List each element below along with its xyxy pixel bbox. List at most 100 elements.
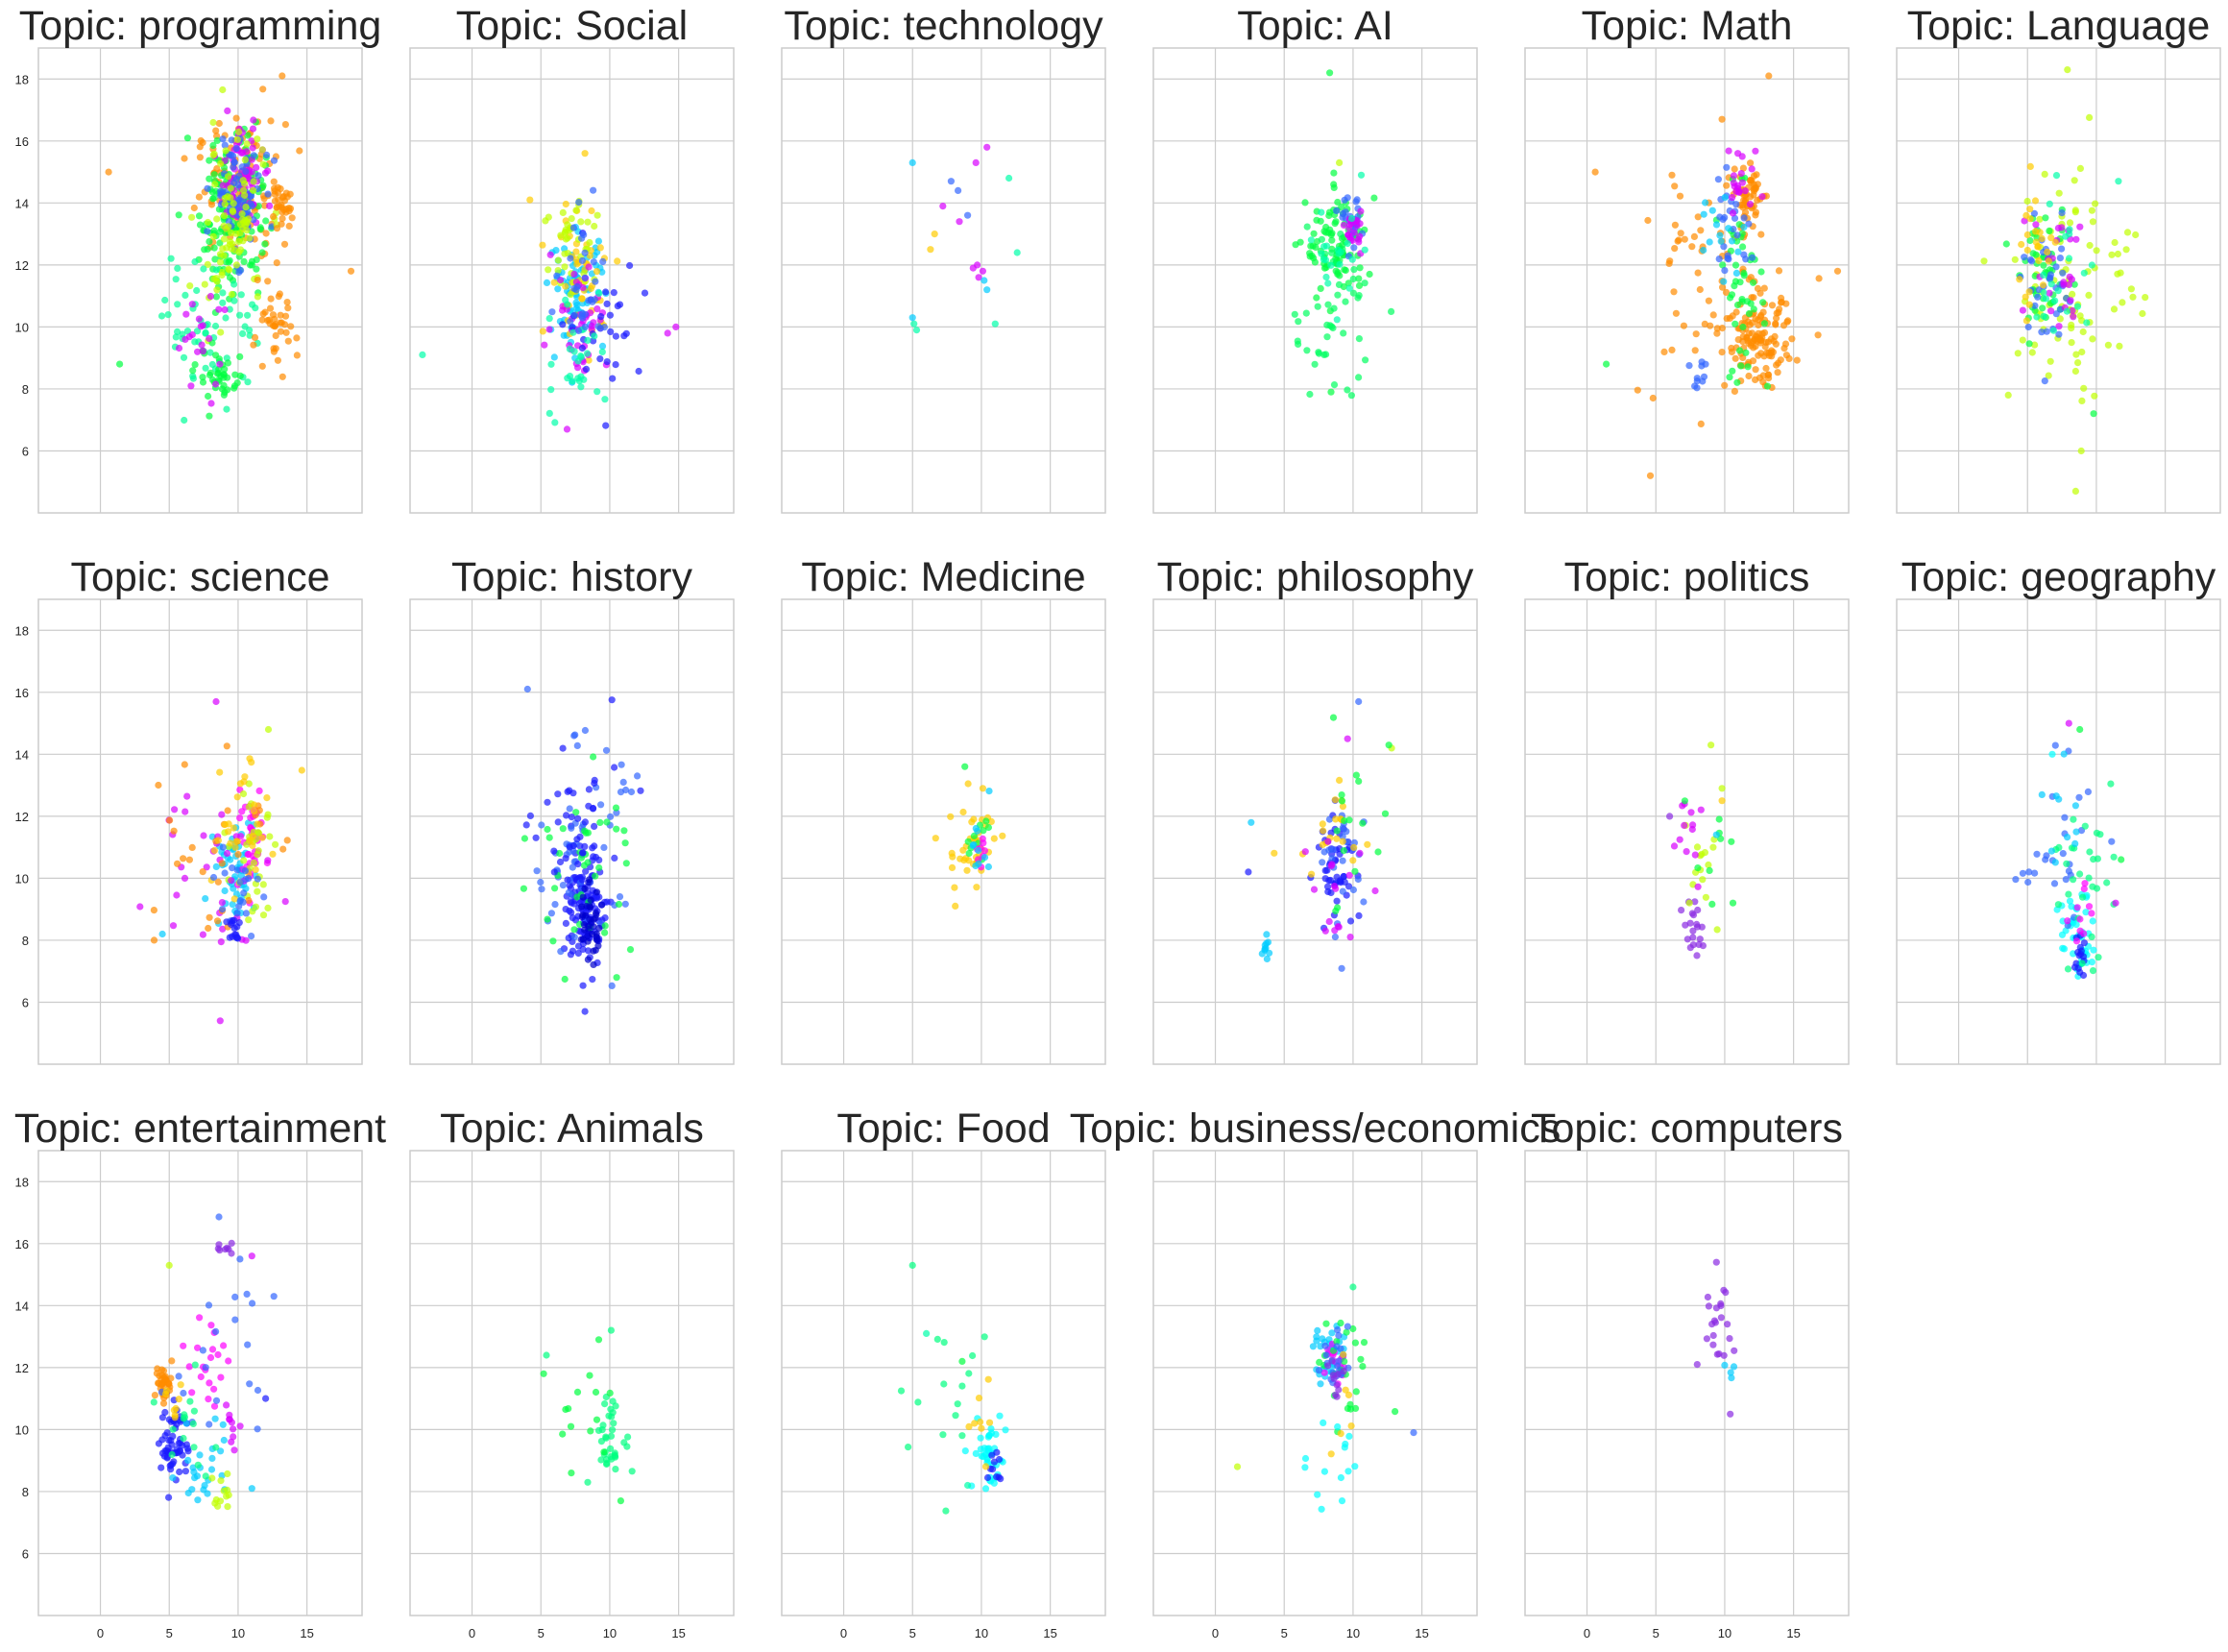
x-tick-label: 15 bbox=[1786, 1626, 1800, 1640]
scatter-point bbox=[1740, 223, 1748, 231]
scatter-point bbox=[578, 876, 586, 884]
scatter-point bbox=[1712, 831, 1720, 838]
scatter-point bbox=[244, 311, 252, 319]
scatter-point bbox=[1814, 331, 1822, 339]
panel-title: Topic: Medicine bbox=[801, 554, 1085, 600]
panel-title: Topic: programming bbox=[19, 3, 382, 49]
scatter-point bbox=[206, 175, 213, 182]
scatter-point bbox=[188, 843, 196, 852]
scatter-point bbox=[593, 888, 601, 896]
scatter-point bbox=[1337, 1473, 1344, 1482]
scatter-point bbox=[579, 893, 587, 901]
scatter-point bbox=[1740, 214, 1748, 222]
scatter-point bbox=[1345, 816, 1353, 824]
scatter-point bbox=[587, 1427, 594, 1435]
scatter-point bbox=[1681, 235, 1688, 243]
scatter-point bbox=[952, 1412, 959, 1420]
scatter-point bbox=[1331, 933, 1339, 941]
scatter-point bbox=[1325, 917, 1333, 926]
scatter-point bbox=[978, 1452, 985, 1460]
scatter-point bbox=[959, 808, 967, 816]
scatter-point bbox=[1349, 1283, 1357, 1291]
scatter-point bbox=[278, 220, 285, 228]
scatter-point bbox=[1355, 281, 1364, 289]
scatter-point bbox=[947, 178, 956, 185]
scatter-point bbox=[266, 833, 274, 840]
scatter-point bbox=[577, 218, 585, 226]
scatter-point bbox=[2041, 170, 2048, 178]
scatter-point bbox=[1773, 309, 1780, 317]
scatter-point bbox=[2129, 293, 2137, 301]
scatter-point bbox=[1750, 305, 1757, 313]
scatter-point bbox=[1730, 1363, 1738, 1371]
scatter-points bbox=[105, 72, 355, 425]
scatter-point bbox=[200, 832, 207, 839]
panel-title: Topic: entertainment bbox=[14, 1105, 386, 1152]
scatter-point bbox=[2090, 410, 2097, 418]
scatter-point bbox=[983, 1473, 992, 1482]
scatter-point bbox=[1328, 249, 1336, 256]
scatter-point bbox=[1717, 1314, 1725, 1322]
scatter-point bbox=[278, 214, 286, 223]
scatter-point bbox=[1324, 301, 1332, 308]
x-tick-label: 10 bbox=[1346, 1626, 1360, 1640]
scatter-point bbox=[2089, 335, 2096, 343]
scatter-point bbox=[1722, 288, 1731, 296]
scatter-point bbox=[244, 378, 252, 386]
scatter-point bbox=[180, 855, 187, 862]
scatter-point bbox=[590, 853, 597, 861]
scatter-point bbox=[197, 323, 205, 330]
scatter-point bbox=[598, 348, 606, 355]
scatter-point bbox=[169, 1432, 177, 1440]
scatter-point bbox=[533, 867, 541, 875]
scatter-point bbox=[250, 859, 258, 867]
scatter-point bbox=[948, 863, 957, 872]
scatter-point bbox=[1341, 1357, 1348, 1365]
scatter-point bbox=[232, 145, 240, 153]
scatter-point bbox=[2025, 868, 2033, 876]
scatter-point bbox=[985, 788, 993, 795]
scatter-point bbox=[1356, 264, 1364, 272]
scatter-point bbox=[270, 1293, 278, 1300]
scatter-point bbox=[2039, 304, 2046, 312]
scatter-point bbox=[586, 1372, 593, 1379]
scatter-point bbox=[908, 314, 916, 322]
scatter-point bbox=[1349, 857, 1357, 864]
scatter-point bbox=[2026, 236, 2034, 245]
scatter-point bbox=[547, 910, 556, 917]
scatter-point bbox=[2022, 211, 2030, 219]
scatter-point bbox=[1316, 1358, 1323, 1366]
scatter-point bbox=[1335, 1386, 1343, 1394]
panel-title: Topic: Language bbox=[1907, 3, 2211, 49]
scatter-point bbox=[591, 779, 598, 788]
scatter-point bbox=[1333, 206, 1341, 214]
scatter-point bbox=[199, 1347, 206, 1354]
scatter-point bbox=[210, 1385, 218, 1393]
scatter-point bbox=[245, 916, 253, 924]
scatter-point bbox=[264, 725, 273, 734]
scatter-point bbox=[219, 135, 227, 143]
scatter-point bbox=[522, 821, 530, 829]
scatter-point bbox=[217, 328, 225, 336]
scatter-point bbox=[226, 266, 233, 274]
scatter-point bbox=[206, 412, 213, 420]
scatter-point bbox=[236, 372, 244, 379]
scatter-point bbox=[538, 886, 545, 893]
scatter-point bbox=[1321, 927, 1329, 935]
scatter-point bbox=[559, 208, 567, 216]
panel-title: Topic: Math bbox=[1582, 3, 1793, 49]
scatter-point bbox=[232, 261, 240, 269]
scatter-point bbox=[1765, 72, 1773, 80]
scatter-point bbox=[974, 827, 981, 835]
scatter-point bbox=[1693, 1361, 1701, 1369]
scatter-point bbox=[1691, 347, 1699, 354]
scatter-point bbox=[1720, 1351, 1728, 1359]
scatter-point bbox=[960, 857, 968, 864]
scatter-point bbox=[219, 906, 227, 913]
scatter-point bbox=[1665, 259, 1673, 267]
scatter-point bbox=[1745, 372, 1753, 380]
scatter-point bbox=[193, 286, 201, 295]
scatter-point bbox=[225, 828, 232, 836]
scatter-point bbox=[1370, 194, 1378, 202]
